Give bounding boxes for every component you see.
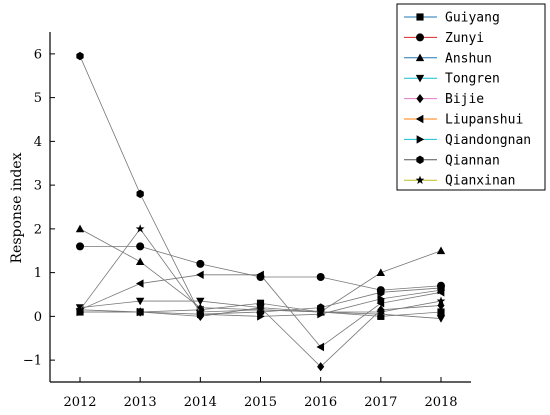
legend-label: Qianxinan [445, 174, 515, 189]
y-tick-label: 1 [34, 266, 42, 281]
legend-item-qiandongnan: Qiandongnan [404, 133, 531, 148]
data-point [135, 279, 144, 288]
legend-label: Bijie [445, 92, 484, 107]
legend-label: Qiandongnan [445, 133, 531, 148]
data-point [135, 224, 145, 233]
legend-marker [416, 135, 425, 144]
series-layer [75, 51, 446, 372]
y-tick-label: 5 [34, 91, 42, 106]
data-point [135, 297, 145, 306]
y-axis-title: Response index [9, 152, 25, 263]
series-qiannan [76, 51, 445, 319]
data-point [437, 283, 445, 293]
legend-item-qiannan: Qiannan [404, 153, 500, 168]
y-tick-label: 4 [34, 135, 42, 150]
legend-item-liupanshui: Liupanshui [404, 113, 523, 128]
legend: Guiyang Zunyi Anshun Tongren Bijie Liupanshui… [396, 3, 546, 191]
data-point [376, 299, 385, 308]
y-tick-label: 6 [34, 47, 42, 62]
series-zunyi [76, 242, 445, 295]
data-point [195, 307, 205, 316]
data-point [377, 288, 385, 297]
data-point [75, 224, 85, 233]
y-tick-label: 3 [34, 179, 42, 194]
y-tick-label: 0 [34, 310, 42, 325]
data-point [436, 296, 446, 305]
legend-marker [416, 93, 424, 104]
data-point [317, 362, 325, 372]
x-tick-label: 2013 [124, 395, 157, 410]
legend-marker [415, 114, 424, 124]
x-tick-label: 2015 [244, 395, 277, 410]
legend-item-tongren: Tongren [404, 72, 500, 87]
data-point [437, 308, 445, 316]
data-point [316, 307, 326, 316]
legend-label: Guiyang [445, 11, 500, 26]
legend-item-guiyang: Guiyang [404, 11, 500, 26]
y-tick-label: −1 [23, 354, 42, 369]
legend-item-bijie: Bijie [404, 92, 484, 107]
data-point [136, 189, 144, 199]
x-tick-label: 2018 [424, 395, 457, 410]
x-tick-label: 2012 [63, 395, 96, 410]
data-point [136, 307, 145, 317]
legend-item-zunyi: Zunyi [404, 31, 484, 46]
data-point [256, 305, 265, 314]
legend-label: Anshun [445, 51, 492, 66]
legend-item-anshun: Anshun [404, 51, 492, 66]
legend-marker [415, 175, 425, 184]
axes: −1 0 1 2 3 4 5 6 2012 2013 2014 2015 2016 2017 2018 [23, 32, 471, 410]
legend-label: Liupanshui [445, 113, 523, 128]
data-point [196, 259, 205, 268]
data-point [436, 315, 446, 323]
x-tick-label: 2014 [184, 395, 217, 410]
legend-item-qianxinan: Qianxinan [404, 174, 515, 189]
legend-label: Zunyi [445, 31, 484, 46]
data-point [376, 310, 386, 319]
data-point [316, 273, 325, 281]
data-point [75, 305, 85, 314]
data-point [316, 342, 325, 352]
data-point [196, 270, 204, 280]
data-point [135, 257, 145, 266]
legend-marker [416, 33, 424, 42]
data-point [377, 294, 386, 304]
data-point [376, 307, 386, 316]
legend-marker [416, 13, 424, 21]
series-qianxinan [75, 224, 446, 316]
series-line [79, 228, 442, 313]
data-point [436, 246, 446, 255]
x-tick-label: 2017 [364, 395, 397, 410]
legend-marker [416, 155, 424, 164]
data-point [376, 268, 386, 276]
legend-label: Tongren [445, 72, 500, 87]
series-line [80, 245, 442, 291]
y-tick-label: 2 [34, 222, 42, 237]
series-liupanshui [75, 270, 445, 352]
data-point [256, 270, 264, 280]
data-point [196, 297, 205, 306]
legend-marker [415, 53, 425, 62]
data-point [76, 51, 84, 61]
legend-label: Qiannan [445, 153, 500, 168]
data-point [136, 242, 145, 251]
legend-marker [415, 74, 425, 83]
x-tick-label: 2016 [304, 395, 337, 410]
data-point [76, 242, 84, 251]
